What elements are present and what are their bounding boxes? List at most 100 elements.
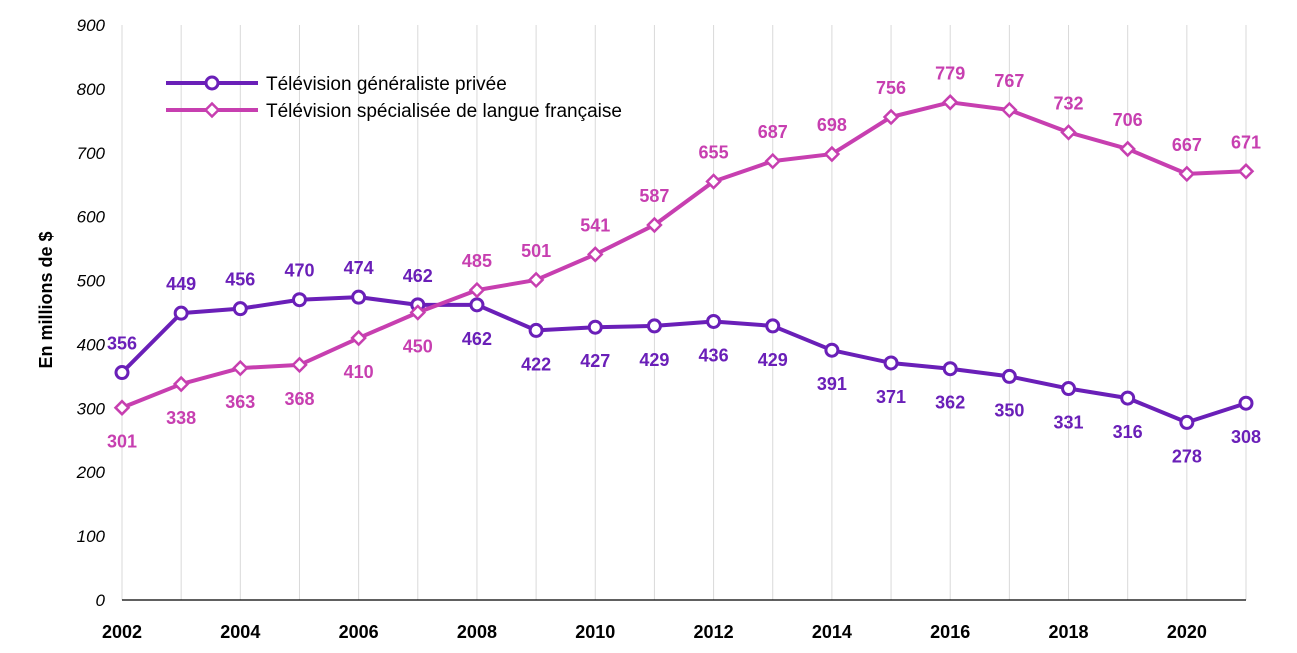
series-1-point-2006 <box>350 329 367 347</box>
y-tick-400: 400 <box>77 335 106 354</box>
series-0-point-2011 <box>646 318 662 334</box>
series-0-label-2016: 362 <box>935 393 965 413</box>
legend-label-1: Télévision spécialisée de langue françai… <box>266 101 622 122</box>
series-1-point-2010 <box>586 246 604 263</box>
series-line-0 <box>120 295 1247 425</box>
series-1-label-2017: 767 <box>994 71 1024 91</box>
grid <box>121 25 1247 601</box>
series-1-point-2013 <box>764 152 782 170</box>
series-0-point-2017 <box>1001 368 1017 384</box>
series-0-point-2003 <box>173 305 189 321</box>
series-0-label-2010: 427 <box>580 351 610 371</box>
series-1-point-2018 <box>1060 124 1077 141</box>
series-0-point-2014 <box>824 342 840 358</box>
series-1-label-2021: 671 <box>1231 132 1261 152</box>
x-tick-2006: 2006 <box>339 622 379 642</box>
x-tick-2020: 2020 <box>1167 622 1207 642</box>
series-0-point-2010 <box>587 319 603 335</box>
series-1-label-2008: 485 <box>462 251 492 271</box>
series-0-label-2005: 470 <box>284 261 314 281</box>
series-1-point-2012 <box>705 173 722 190</box>
series-0-label-2018: 331 <box>1054 413 1084 433</box>
series-0-point-2020 <box>1179 414 1195 430</box>
series-1-label-2012: 655 <box>699 143 729 163</box>
series-0-point-2019 <box>1120 390 1136 406</box>
series-1-label-2014: 698 <box>817 115 847 135</box>
x-tick-2002: 2002 <box>102 622 142 642</box>
series-1-label-2019: 706 <box>1113 110 1143 130</box>
series-1-point-2019 <box>1119 140 1136 158</box>
series-1-label-2018: 732 <box>1054 93 1084 113</box>
series-0-point-2012 <box>706 313 722 329</box>
y-tick-800: 800 <box>77 80 106 99</box>
series-0-point-2018 <box>1061 381 1077 397</box>
series-1-label-2007: 450 <box>403 337 433 357</box>
series-0-label-2003: 449 <box>166 274 196 294</box>
series-1-label-2015: 756 <box>876 78 906 98</box>
series-1-point-2020 <box>1178 165 1196 183</box>
x-tick-2012: 2012 <box>694 622 734 642</box>
legend: Télévision généraliste privée Télévision … <box>166 74 622 122</box>
y-axis-ticks: 0 100 200 300 400 500 600 700 800 900 <box>76 16 106 610</box>
y-tick-700: 700 <box>77 144 106 163</box>
series-1-point-2008 <box>468 281 486 299</box>
series-1-label-2006: 410 <box>344 362 374 382</box>
series-0-point-2006 <box>351 289 367 305</box>
series-1-point-2021 <box>1237 163 1255 180</box>
series-0-point-2005 <box>291 292 307 308</box>
legend-marker-1 <box>203 101 221 119</box>
series-1-point-2009 <box>527 271 545 289</box>
series-0-label-2020: 278 <box>1172 446 1202 466</box>
series-1-label-2013: 687 <box>758 122 788 142</box>
series-0-label-2013: 429 <box>758 350 788 370</box>
series-0-point-2013 <box>765 318 781 334</box>
x-tick-2014: 2014 <box>812 622 852 642</box>
series-1-point-2007 <box>409 304 427 321</box>
y-tick-600: 600 <box>77 208 106 227</box>
y-tick-900: 900 <box>77 16 106 35</box>
series-1-label-2016: 779 <box>935 63 965 83</box>
series-0-label-2015: 371 <box>876 387 906 407</box>
series-group <box>113 94 1255 430</box>
series-1-label-2002: 301 <box>107 432 137 452</box>
series-0-label-2002: 356 <box>107 334 137 354</box>
series-1-label-2010: 541 <box>580 215 610 235</box>
series-1-point-2016 <box>941 94 959 111</box>
series-1-point-2003 <box>172 375 190 393</box>
series-0-label-2021: 308 <box>1231 427 1261 447</box>
x-tick-2016: 2016 <box>930 622 970 642</box>
series-0-point-2004 <box>232 301 248 317</box>
y-tick-0: 0 <box>96 591 106 610</box>
y-tick-200: 200 <box>76 463 106 482</box>
series-1-point-2014 <box>823 145 841 163</box>
series-1-label-2020: 667 <box>1172 135 1202 155</box>
series-1-point-2017 <box>1001 101 1018 119</box>
y-tick-100: 100 <box>77 527 106 546</box>
series-1-label-2011: 587 <box>639 186 669 206</box>
series-0-label-2008: 462 <box>462 329 492 349</box>
series-0-label-2011: 429 <box>639 350 669 370</box>
series-0-label-2007: 462 <box>403 266 433 286</box>
x-tick-2018: 2018 <box>1049 622 1089 642</box>
series-0-point-2016 <box>942 361 958 377</box>
series-1-point-2002 <box>113 399 131 416</box>
series-0-point-2015 <box>883 355 899 371</box>
series-0-label-2017: 350 <box>994 400 1024 420</box>
series-1-label-2009: 501 <box>521 241 551 261</box>
series-0-point-2002 <box>114 365 130 381</box>
y-tick-300: 300 <box>77 399 106 418</box>
data-labels: 356 449 456 470 474 462 462 422 427 429 436 429 391 3… <box>107 63 1261 466</box>
y-axis-label: En millions de $ <box>36 231 56 368</box>
series-0-label-2014: 391 <box>817 374 847 394</box>
legend-marker-0 <box>204 75 220 91</box>
series-0-label-2019: 316 <box>1113 422 1143 442</box>
series-0-point-2009 <box>528 322 544 338</box>
y-tick-500: 500 <box>77 272 106 291</box>
x-tick-2004: 2004 <box>220 622 260 642</box>
series-1-point-2015 <box>882 108 900 126</box>
series-1-label-2005: 368 <box>284 389 314 409</box>
x-axis-ticks: 2002 2004 2006 2008 2010 2012 2014 2016 2018 2020 <box>102 622 1207 642</box>
series-1-point-2004 <box>232 359 249 377</box>
series-0-label-2004: 456 <box>225 270 255 290</box>
series-1-label-2003: 338 <box>166 408 196 428</box>
